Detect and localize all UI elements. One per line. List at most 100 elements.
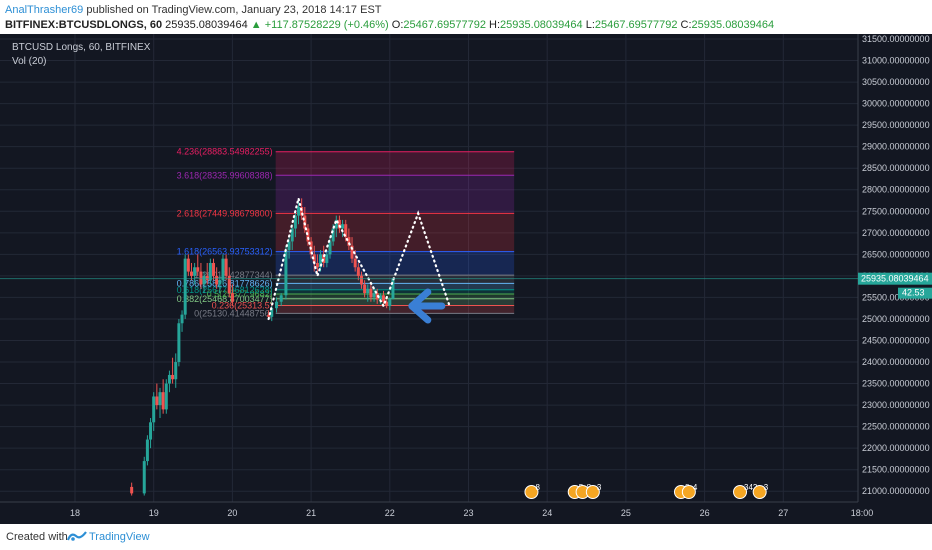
tradingview-logo-icon <box>67 531 87 541</box>
low-value: 25467.69577792 <box>594 19 678 31</box>
fib-zone <box>275 213 515 252</box>
y-tick-label: 28500.00000000 <box>862 163 930 173</box>
candle <box>158 387 162 419</box>
candle-body <box>205 275 209 281</box>
fib-level-label: 0.236(25313.5) <box>212 300 273 310</box>
candle <box>130 482 134 496</box>
candle <box>230 284 234 307</box>
low-label: L: <box>585 19 595 31</box>
footer-bar: Created with TradingView <box>0 524 932 550</box>
y-tick-label: 25000.00000000 <box>862 314 930 324</box>
fib-zone <box>275 283 515 290</box>
candle <box>152 392 156 431</box>
candle <box>221 254 225 285</box>
candle-body <box>149 422 153 440</box>
fib-zone <box>275 151 515 176</box>
candle-body <box>208 262 212 281</box>
candle-body <box>319 254 323 268</box>
legend-title: BTCUSD Longs, 60, BITFINEX <box>12 42 151 53</box>
event-badge: 3 <box>585 483 602 499</box>
candle-body <box>344 224 348 238</box>
fib-level-label: 0.786(25826.81778626) <box>177 278 273 288</box>
candle <box>164 379 168 414</box>
y-tick-label: 30000.00000000 <box>862 99 930 109</box>
candle-body <box>212 262 216 276</box>
candle-body <box>230 293 234 302</box>
candle-body <box>382 295 386 302</box>
y-tick-label: 22000.00000000 <box>862 443 930 453</box>
candle <box>319 250 323 272</box>
y-tick-label: 24000.00000000 <box>862 357 930 367</box>
last-price: 25935.08039464 <box>165 19 248 31</box>
candle-body <box>293 215 297 229</box>
open-value: 25467.69577792 <box>403 19 486 31</box>
x-tick-label: 21 <box>306 508 316 518</box>
candle-body <box>171 374 175 380</box>
fib-level-label: 0(25130.41448756) <box>194 308 273 318</box>
y-tick-label: 28000.00000000 <box>862 185 930 195</box>
candle-body <box>366 288 370 294</box>
fib-level-label: 3.618(28335.99608388) <box>177 170 273 180</box>
candle-body <box>186 258 190 272</box>
last-price-label: 25935.08039464 <box>861 274 929 284</box>
price-chart[interactable]: 0(25130.41448756)0.236(25313.5)0.382(254… <box>0 34 932 524</box>
candle-body <box>378 295 382 300</box>
fib-level-label: 1.618(26563.93753312) <box>177 247 273 257</box>
candle <box>382 290 386 307</box>
candle-body <box>312 254 316 263</box>
y-tick-label: 25500.00000000 <box>862 292 930 302</box>
candle <box>167 370 171 393</box>
publication-line: AnalThrasher69 published on TradingView.… <box>5 4 382 16</box>
y-tick-label: 23000.00000000 <box>862 400 930 410</box>
candle <box>227 267 231 298</box>
candle-body <box>227 275 231 294</box>
chart-area[interactable]: 0(25130.41448756) 0.236(25313.5) 0.382(254… <box>0 34 932 524</box>
candle-body <box>221 258 225 281</box>
candle-body <box>224 258 228 276</box>
candle <box>344 219 348 242</box>
candle-body <box>177 323 181 363</box>
dotted-projection-path <box>267 198 451 321</box>
candle <box>284 245 288 300</box>
y-tick-label: 24500.00000000 <box>862 335 930 345</box>
legend-volume: Vol (20) <box>12 56 47 67</box>
candle-body <box>142 461 146 494</box>
candle-body <box>189 271 193 276</box>
event-badge: 3 <box>752 483 769 499</box>
candle-body <box>145 439 149 462</box>
chart-legend: BTCUSD Longs, 60, BITFINEX Vol (20) <box>12 41 150 69</box>
arrow-head <box>408 288 432 324</box>
fib-level-label: 4.236(28883.54982255) <box>177 147 273 157</box>
event-badge-count: 8 <box>535 483 540 492</box>
volume-label: 42.53 <box>902 288 925 298</box>
candle-body <box>353 258 357 268</box>
author-link[interactable]: AnalThrasher69 <box>5 4 84 16</box>
fib-level-label: 0.382(25468.87003477) <box>177 294 273 304</box>
candle <box>337 215 341 233</box>
fib-zone <box>275 175 515 214</box>
candle <box>189 262 193 281</box>
x-tick-label: 18 <box>70 508 80 518</box>
event-badge-count: 3 <box>764 483 769 492</box>
y-tick-label: 29500.00000000 <box>862 120 930 130</box>
event-badge-count: 3 <box>597 483 602 492</box>
x-tick-label: 26 <box>700 508 710 518</box>
tradingview-brand[interactable]: TradingView <box>89 531 150 543</box>
event-badge-icon <box>585 485 600 499</box>
y-tick-label: 21500.00000000 <box>862 465 930 475</box>
candle-body <box>267 314 271 317</box>
event-badge-icon <box>524 485 539 499</box>
candle-body <box>315 262 319 268</box>
candle-body <box>183 258 187 315</box>
fib-zone <box>275 251 515 276</box>
candle-body <box>303 215 307 229</box>
candle <box>215 267 219 289</box>
candle <box>391 277 395 300</box>
candle <box>193 262 197 285</box>
x-tick-label: 27 <box>778 508 788 518</box>
published-text: published on TradingView.com, January 23… <box>86 4 382 16</box>
fib-level-label: 0.618(25677.96812628) <box>177 285 273 295</box>
candle-body <box>202 275 206 285</box>
candle-body <box>174 362 178 380</box>
candle <box>205 262 209 285</box>
